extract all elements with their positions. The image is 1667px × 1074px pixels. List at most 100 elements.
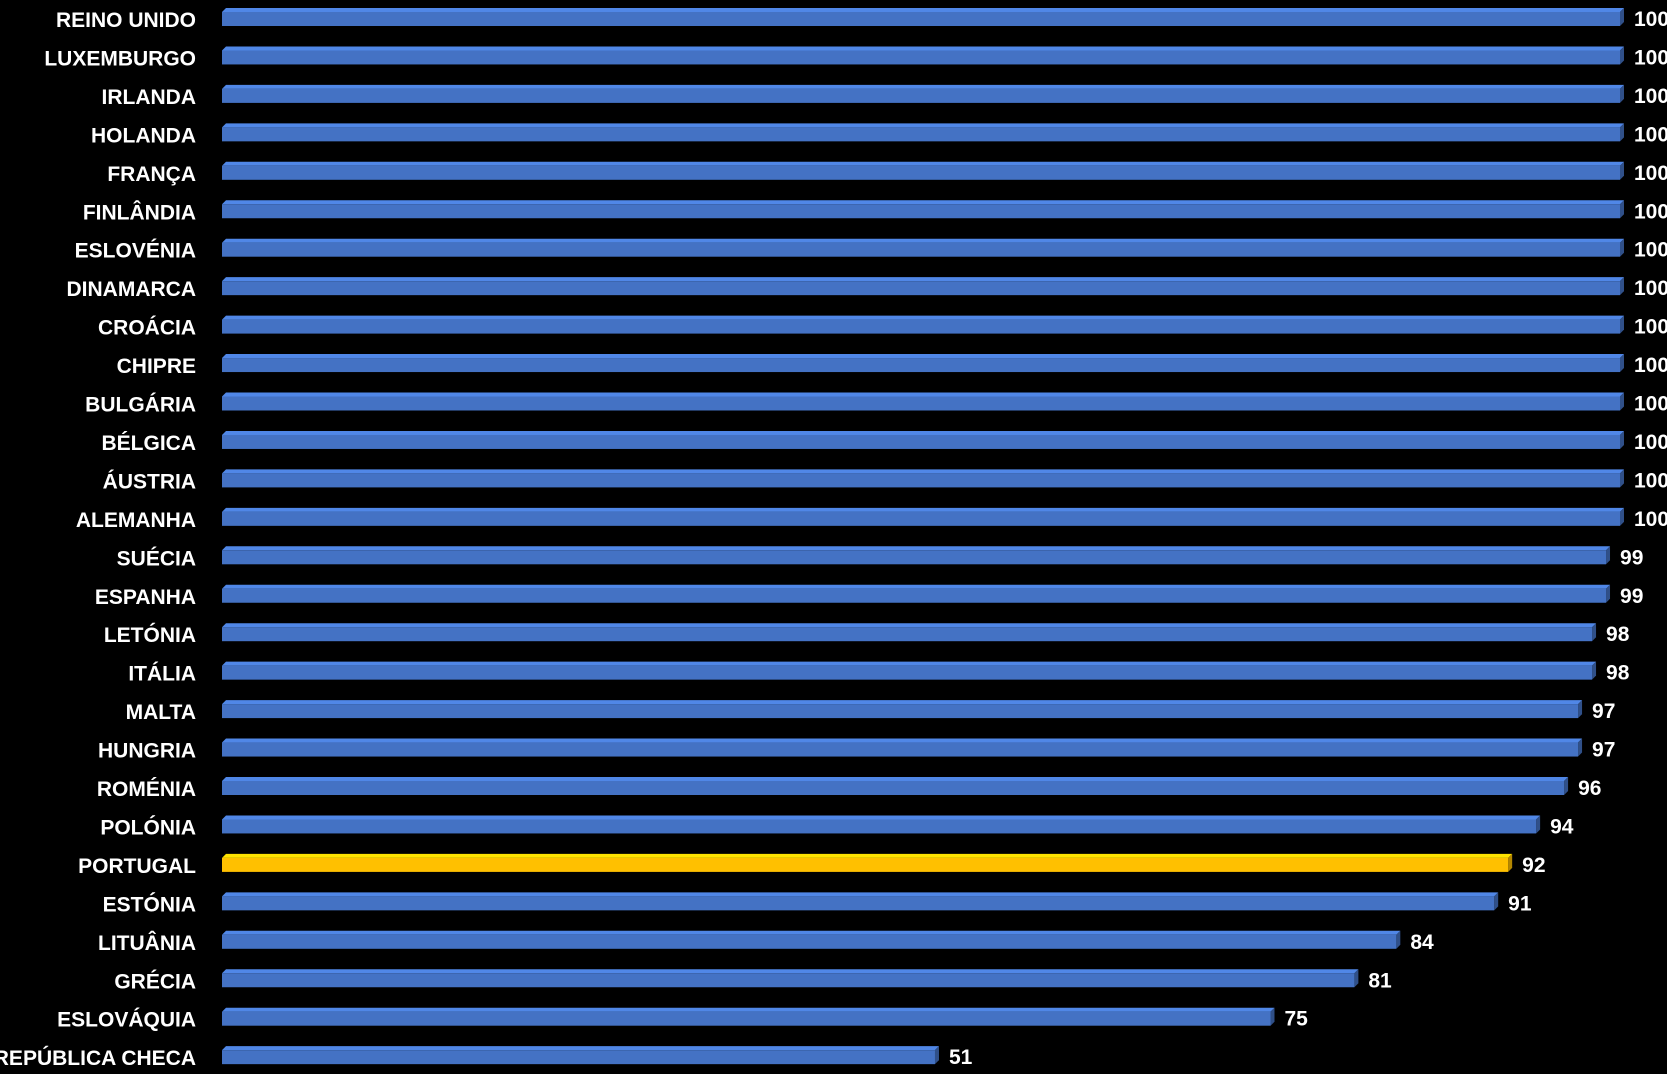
value-label-chipre: 100: [1634, 354, 1667, 377]
bar-side-face: [1606, 546, 1611, 565]
bar-front-face: [222, 550, 1607, 565]
bar-luxemburgo: [222, 46, 1624, 65]
value-label-luxemburgo: 100: [1634, 46, 1667, 69]
category-label-hungria: HUNGRIA: [98, 740, 196, 763]
category-labels-group: REINO UNIDO LUXEMBURGO IRLANDA HOLANDA FRANÇ…: [0, 9, 196, 1070]
category-label-espanha: ESPANHA: [95, 586, 196, 609]
bar-top-face: [222, 930, 1401, 935]
bar-front-face: [222, 12, 1620, 26]
bar-side-face: [1620, 8, 1624, 26]
bar-side-face: [934, 1046, 939, 1065]
bar-side-face: [1592, 623, 1597, 642]
bar-top-face: [222, 123, 1624, 128]
value-label-romenia: 96: [1578, 777, 1601, 800]
bar-top-face: [222, 661, 1597, 666]
category-label-bulgaria: BULGÁRIA: [85, 394, 196, 417]
category-label-portugal: PORTUGAL: [78, 855, 196, 878]
bar-top-face: [222, 700, 1583, 705]
bar-estonia: [222, 892, 1499, 911]
bar-side-face: [1564, 777, 1569, 795]
value-label-croacia: 100: [1634, 316, 1667, 339]
value-label-holanda: 100: [1634, 123, 1667, 146]
category-label-polonia: POLÓNIA: [100, 815, 196, 839]
bar-front-face: [222, 1011, 1271, 1026]
bar-front-face: [222, 473, 1620, 488]
bar-top-face: [222, 315, 1624, 320]
value-label-malta: 97: [1592, 700, 1615, 723]
bar-side-face: [1606, 584, 1611, 603]
bar-front-face: [222, 242, 1620, 257]
bar-side-face: [1578, 700, 1583, 719]
bar-top-face: [222, 46, 1624, 51]
bar-top-face: [222, 200, 1624, 205]
bar-top-face: [222, 430, 1624, 435]
bar-eslovaquia: [222, 1007, 1275, 1026]
bar-front-face: [222, 165, 1620, 180]
bar-front-face: [222, 204, 1620, 219]
bar-side-face: [1620, 430, 1624, 449]
value-label-franca: 100: [1634, 162, 1667, 185]
bar-front-face: [222, 127, 1620, 142]
category-label-belgica: BÉLGICA: [102, 432, 197, 455]
bar-top-face: [222, 853, 1513, 858]
bar-top-face: [222, 238, 1624, 243]
bar-front-face: [222, 281, 1620, 296]
bar-portugal: [222, 853, 1513, 872]
bar-front-face: [222, 627, 1593, 642]
bar-front-face: [222, 50, 1620, 65]
value-label-dinamarca: 100: [1634, 277, 1667, 300]
bar-republica-checa: [222, 1046, 939, 1065]
bar-letonia: [222, 623, 1597, 642]
bar-side-face: [1494, 892, 1499, 911]
bar-top-face: [222, 161, 1624, 166]
value-label-portugal: 92: [1522, 854, 1545, 877]
bar-franca: [222, 161, 1624, 180]
bar-front-face: [222, 704, 1579, 719]
bar-front-face: [222, 973, 1355, 988]
value-label-grecia: 81: [1368, 969, 1392, 992]
value-label-letonia: 98: [1606, 623, 1630, 646]
bar-front-face: [222, 319, 1620, 334]
bar-front-face: [222, 1050, 935, 1065]
value-label-reino-unido: 100: [1634, 8, 1667, 31]
bar-front-face: [222, 88, 1620, 103]
bar-side-face: [1620, 469, 1624, 488]
value-label-suecia: 99: [1620, 546, 1643, 569]
bar-side-face: [1270, 1007, 1275, 1026]
category-label-dinamarca: DINAMARCA: [67, 278, 197, 301]
bar-romenia: [222, 777, 1569, 795]
value-label-hungria: 97: [1592, 739, 1615, 762]
bar-side-face: [1508, 853, 1513, 872]
value-label-austria: 100: [1634, 469, 1667, 492]
value-label-finlandia: 100: [1634, 200, 1667, 223]
bar-side-face: [1620, 238, 1624, 257]
bar-alemanha: [222, 507, 1624, 526]
value-label-belgica: 100: [1634, 431, 1667, 454]
bar-side-face: [1620, 392, 1624, 411]
value-label-republica-checa: 51: [949, 1046, 973, 1069]
bar-side-face: [1620, 315, 1624, 334]
bar-side-face: [1620, 277, 1624, 296]
bar-top-face: [222, 84, 1624, 89]
bar-polonia: [222, 815, 1541, 834]
bar-hungria: [222, 738, 1583, 757]
bar-holanda: [222, 123, 1624, 142]
bar-front-face: [222, 742, 1579, 757]
category-label-eslovenia: ESLOVÉNIA: [75, 240, 196, 263]
bar-front-face: [222, 665, 1593, 680]
bar-side-face: [1620, 200, 1624, 219]
bar-front-face: [222, 588, 1607, 603]
bar-top-face: [222, 507, 1624, 512]
bar-side-face: [1592, 661, 1597, 680]
category-label-grecia: GRÉCIA: [114, 970, 196, 993]
bar-italia: [222, 661, 1597, 680]
bar-side-face: [1620, 123, 1624, 142]
bar-reino-unido: [222, 8, 1624, 26]
bar-side-face: [1620, 507, 1624, 526]
bar-dinamarca: [222, 277, 1624, 296]
bar-finlandia: [222, 200, 1624, 219]
category-label-eslovaquia: ESLOVÁQUIA: [57, 1009, 196, 1032]
category-label-suecia: SUÉCIA: [117, 547, 196, 570]
category-label-croacia: CROÁCIA: [98, 317, 196, 340]
